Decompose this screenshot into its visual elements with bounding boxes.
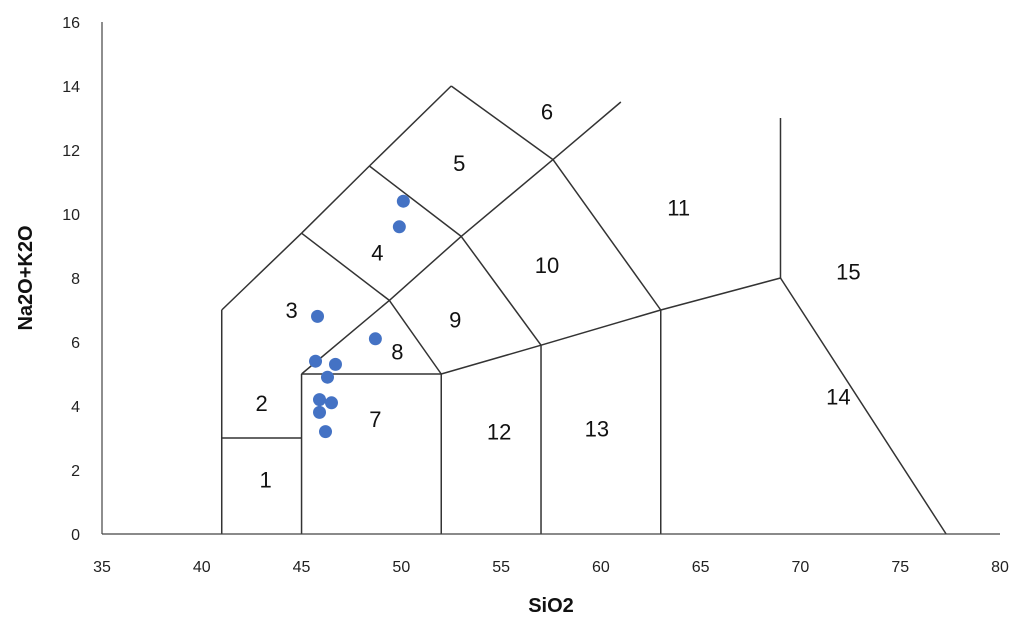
field-boundary-line — [460, 159, 554, 237]
data-point — [313, 393, 327, 407]
x-tick-label: 55 — [492, 559, 510, 576]
y-tick-label: 0 — [71, 527, 80, 544]
field-boundary-line — [660, 277, 781, 311]
field-boundary-line — [450, 85, 554, 161]
field-label-7: 7 — [369, 407, 381, 432]
x-tick-label: 60 — [592, 559, 610, 576]
data-point — [320, 370, 334, 384]
data-point — [368, 332, 382, 346]
field-label-2: 2 — [256, 391, 268, 416]
field-boundary-line — [368, 85, 452, 167]
y-tick-label: 4 — [71, 399, 80, 416]
field-boundary-line — [388, 235, 462, 301]
y-axis-title: Na2O+K2O — [15, 225, 37, 330]
field-label-1: 1 — [260, 468, 272, 493]
field-label-15: 15 — [836, 260, 860, 285]
field-boundary-line — [301, 165, 370, 234]
field-boundary-line — [368, 165, 462, 237]
field-label-11: 11 — [667, 196, 690, 221]
y-tick-labels: 0 2 4 6 8 10 12 14 16 — [62, 15, 80, 544]
field-boundaries — [220, 85, 947, 535]
data-point — [313, 405, 327, 419]
x-tick-label: 70 — [792, 559, 810, 576]
x-tick-label: 80 — [991, 559, 1009, 576]
field-boundary-line — [779, 277, 947, 535]
y-tick-label: 16 — [62, 15, 80, 32]
y-tick-label: 10 — [62, 207, 80, 224]
data-point — [311, 309, 325, 323]
y-tick-label: 8 — [71, 271, 80, 288]
field-label-12: 12 — [487, 420, 511, 445]
field-label-8: 8 — [391, 340, 403, 365]
x-tick-label: 45 — [293, 559, 311, 576]
field-boundary-line — [552, 101, 622, 161]
y-tick-label: 6 — [71, 335, 80, 352]
x-tick-label: 35 — [93, 559, 111, 576]
x-axis-title: SiO2 — [528, 595, 574, 617]
data-point — [309, 354, 323, 368]
field-label-14: 14 — [826, 384, 850, 409]
y-tick-label: 12 — [62, 143, 80, 160]
data-point — [392, 220, 406, 234]
data-point — [396, 194, 410, 208]
x-tick-label: 40 — [193, 559, 211, 576]
field-label-5: 5 — [453, 151, 465, 176]
field-label-4: 4 — [371, 240, 383, 265]
data-points — [309, 194, 410, 439]
field-boundary-line — [460, 235, 542, 346]
field-boundary-line — [552, 159, 662, 311]
field-boundary-line — [301, 232, 390, 301]
x-tick-label: 50 — [392, 559, 410, 576]
field-label-3: 3 — [285, 298, 297, 323]
data-point — [324, 396, 338, 410]
field-label-10: 10 — [535, 253, 559, 278]
field-label-13: 13 — [585, 416, 609, 441]
field-boundary-line — [388, 299, 442, 375]
field-label-6: 6 — [541, 100, 553, 125]
field-boundary-line — [221, 232, 303, 311]
y-tick-label: 14 — [62, 79, 80, 96]
x-tick-label: 65 — [692, 559, 710, 576]
field-boundary-line — [441, 344, 542, 375]
data-point — [319, 425, 333, 439]
x-tick-labels: 35 40 45 50 55 60 65 70 75 80 — [93, 559, 1009, 576]
y-tick-label: 2 — [71, 463, 80, 480]
data-point — [328, 357, 342, 371]
field-boundary-line — [540, 309, 661, 346]
field-label-9: 9 — [449, 308, 461, 333]
x-tick-label: 75 — [891, 559, 909, 576]
